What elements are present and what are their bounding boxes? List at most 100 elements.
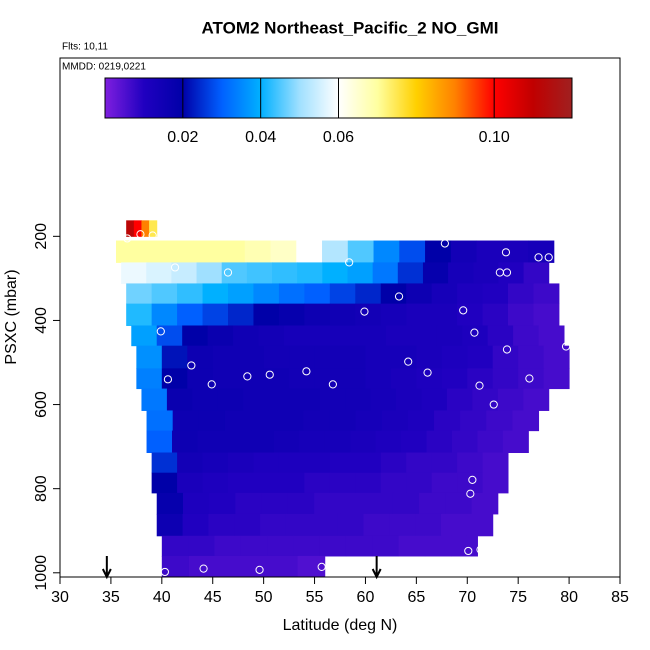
- cell: [166, 388, 193, 411]
- cell: [518, 345, 545, 369]
- cell: [161, 535, 189, 557]
- cell: [209, 492, 236, 515]
- cell: [304, 472, 331, 494]
- cell: [334, 325, 361, 347]
- sample-point: [470, 328, 479, 337]
- cell: [212, 345, 239, 369]
- cell: [431, 283, 458, 305]
- cell: [161, 555, 190, 578]
- cell: [434, 410, 461, 432]
- flights-label: Flts: 10,11: [62, 42, 108, 53]
- cell: [136, 368, 163, 390]
- cell: [244, 240, 272, 263]
- cell: [293, 535, 321, 557]
- cell: [126, 303, 153, 326]
- cell: [482, 472, 509, 494]
- cell: [390, 368, 417, 390]
- cell: [146, 430, 173, 454]
- cell: [240, 535, 268, 557]
- cell: [452, 430, 478, 454]
- cell: [396, 388, 422, 411]
- cell: [222, 430, 249, 454]
- cell: [251, 410, 278, 432]
- cell: [287, 492, 315, 515]
- cell: [161, 345, 188, 369]
- cell: [161, 368, 188, 390]
- sample-point: [156, 327, 165, 336]
- cell: [304, 452, 331, 474]
- cell: [309, 325, 336, 347]
- cell: [380, 283, 407, 305]
- cell: [467, 345, 494, 369]
- x-tick-label: 35: [102, 589, 120, 606]
- sample-point: [525, 374, 534, 383]
- cell: [297, 555, 326, 578]
- x-tick-label: 50: [255, 589, 273, 606]
- cell: [322, 262, 348, 284]
- x-tick-label: 85: [611, 589, 629, 606]
- cell: [303, 410, 330, 432]
- cell: [243, 388, 270, 411]
- sample-point: [123, 234, 132, 243]
- cell: [278, 472, 305, 494]
- cell: [156, 492, 184, 515]
- sample-point: [464, 546, 473, 556]
- cell: [355, 283, 382, 305]
- sample-point: [160, 567, 169, 577]
- cell: [270, 555, 299, 578]
- cell: [407, 410, 435, 432]
- sample-point: [561, 342, 571, 351]
- y-tick-label: 1000: [33, 555, 50, 591]
- cell: [381, 410, 409, 432]
- cell: [202, 283, 229, 305]
- cell: [406, 472, 433, 494]
- cell: [380, 452, 407, 474]
- colorbar-tick-label: 0.10: [479, 129, 510, 146]
- cell: [363, 513, 390, 537]
- x-axis-label: Latitude (deg N): [283, 617, 398, 634]
- sample-point: [255, 565, 264, 574]
- cell: [415, 513, 442, 537]
- cell: [187, 368, 214, 390]
- cell: [512, 410, 540, 432]
- sample-point: [265, 370, 274, 379]
- cell: [228, 283, 254, 305]
- cell: [267, 535, 294, 557]
- cell: [263, 368, 290, 390]
- cell: [422, 262, 449, 284]
- cell: [476, 240, 503, 263]
- cell: [406, 283, 433, 305]
- x-tick-label: 80: [560, 589, 578, 606]
- cell: [523, 262, 550, 284]
- cell: [445, 492, 473, 515]
- cell: [350, 430, 377, 454]
- cell: [319, 535, 347, 557]
- cell: [246, 262, 273, 284]
- cell: [151, 472, 178, 494]
- cell: [146, 262, 172, 284]
- cell: [253, 452, 280, 474]
- flight-arrow: [101, 556, 112, 580]
- sample-point: [243, 372, 252, 381]
- dates-label: MMDD: 0219,0221: [62, 62, 146, 73]
- cell: [448, 262, 474, 284]
- cell: [270, 240, 297, 263]
- y-tick-label: 600: [33, 391, 50, 418]
- cell: [419, 492, 446, 515]
- cell: [441, 345, 468, 369]
- x-tick-label: 75: [509, 589, 527, 606]
- x-tick-label: 60: [357, 589, 375, 606]
- sample-point: [187, 361, 196, 370]
- colorbar-tick-label: 0.02: [167, 129, 198, 146]
- cell: [289, 345, 316, 369]
- curtain: [116, 220, 570, 578]
- cell: [311, 513, 339, 537]
- cell: [253, 303, 280, 326]
- y-tick-label: 800: [33, 475, 50, 502]
- cell: [380, 303, 407, 326]
- cell: [217, 388, 244, 411]
- sample-point: [476, 545, 485, 554]
- cell: [533, 283, 560, 305]
- cell: [337, 513, 364, 537]
